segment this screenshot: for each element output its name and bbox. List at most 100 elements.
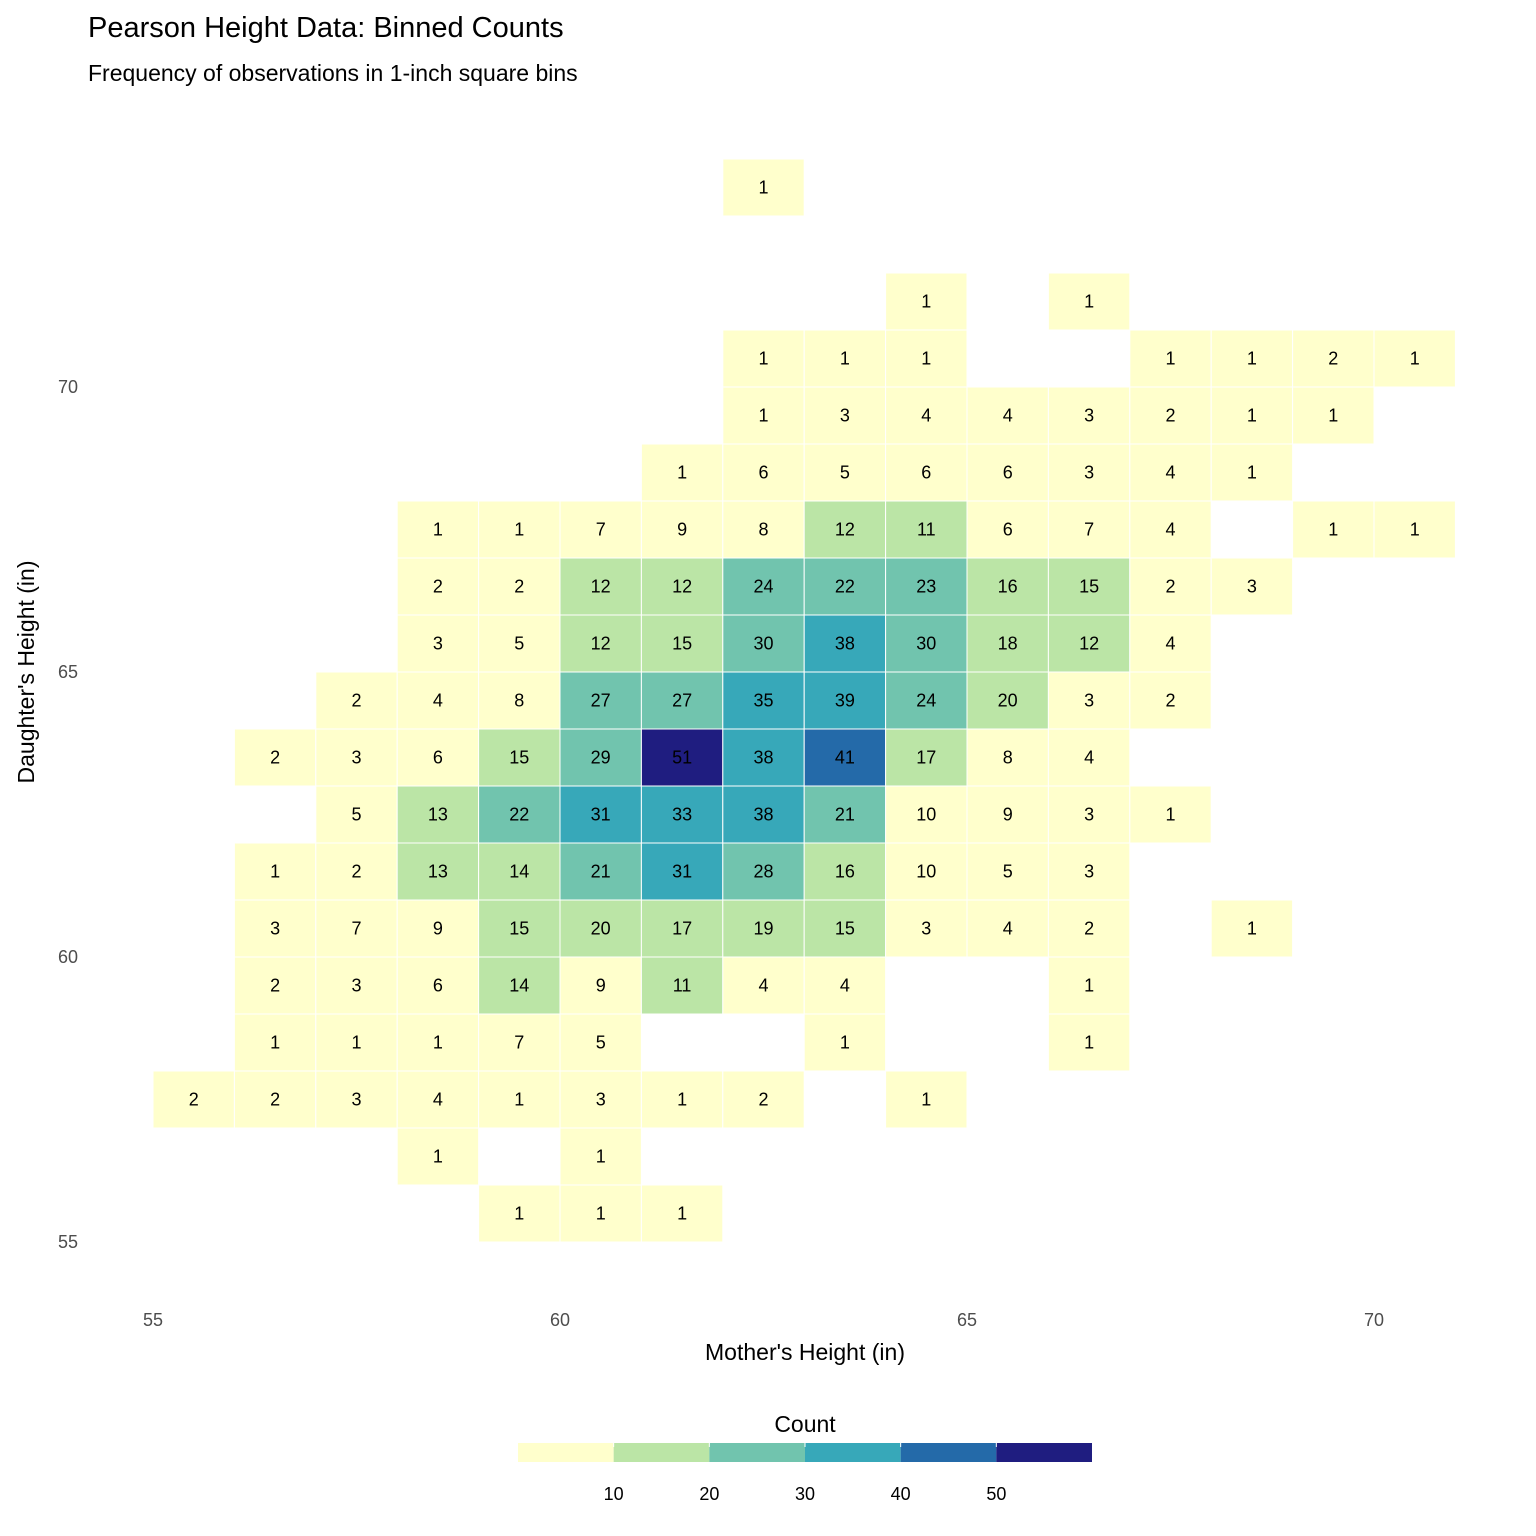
cell-count-label: 2 [758, 1090, 768, 1110]
y-axis-label: Daughter's Height (in) [13, 561, 39, 784]
cell-count-label: 1 [1084, 976, 1094, 996]
heatmap-cell [885, 1070, 968, 1129]
cell-count-label: 9 [1003, 805, 1013, 825]
cell-count-label: 3 [921, 919, 931, 939]
cell-count-label: 16 [835, 862, 855, 882]
heatmap-cell [478, 614, 561, 673]
cell-count-label: 1 [921, 1090, 931, 1110]
chart-subtitle: Frequency of observations in 1-inch squa… [88, 60, 578, 86]
heatmap-cell [722, 386, 805, 445]
cell-count-label: 15 [672, 634, 692, 654]
heatmap-cell [1129, 785, 1212, 844]
cell-count-label: 6 [433, 748, 443, 768]
cell-count-label: 1 [1084, 1033, 1094, 1053]
heatmap-cell [640, 1070, 724, 1129]
cell-count-label: 2 [270, 976, 280, 996]
heatmap-cell [1047, 956, 1131, 1015]
heatmap-cell [885, 557, 968, 616]
heatmap-cell [966, 614, 1049, 673]
cell-count-label: 5 [596, 1033, 606, 1053]
cell-count-label: 22 [509, 805, 529, 825]
heatmap-cell [478, 557, 561, 616]
cell-count-label: 27 [591, 691, 611, 711]
heatmap-cell [396, 500, 480, 559]
cell-count-label: 1 [351, 1033, 361, 1053]
x-tick-label: 70 [1364, 1310, 1384, 1330]
cell-count-label: 4 [1003, 919, 1013, 939]
heatmap-cell [1129, 614, 1212, 673]
color-legend: 10 20 30 40 50 [518, 1443, 1092, 1504]
cell-count-label: 1 [1410, 349, 1420, 369]
heatmap-cell [478, 785, 561, 844]
cell-count-label: 23 [916, 577, 936, 597]
heatmap-cell [640, 671, 724, 730]
cell-count-label: 5 [840, 463, 850, 483]
cell-count-label: 22 [835, 577, 855, 597]
heatmap-cell [966, 443, 1049, 502]
cell-count-label: 15 [509, 919, 529, 939]
cell-count-label: 1 [514, 1090, 524, 1110]
heatmap-cell [396, 899, 480, 958]
heatmap-cells: 11 11 1 1 1 1 2 11 3 4 4 3 2 1 11 6 5 6 6 3 4 11 1 7 9 8 12 11 6 7 4 1 1… [152, 158, 1456, 1243]
heatmap-cell [803, 956, 887, 1015]
cell-count-label: 51 [672, 748, 692, 768]
cell-count-label: 3 [351, 976, 361, 996]
heatmap-cell [478, 1070, 561, 1129]
cell-count-label: 5 [1003, 862, 1013, 882]
cell-count-label: 1 [433, 520, 443, 540]
cell-count-label: 1 [270, 1033, 280, 1053]
legend-color-swatch [709, 1443, 805, 1462]
heatmap-cell [1292, 386, 1375, 445]
heatmap-cell [803, 500, 887, 559]
x-axis-label: Mother's Height (in) [705, 1339, 905, 1365]
heatmap-cell [640, 614, 724, 673]
cell-count-label: 18 [998, 634, 1018, 654]
cell-count-label: 1 [677, 1204, 687, 1224]
y-tick-label: 60 [58, 947, 78, 967]
heatmap-cell [1210, 386, 1294, 445]
cell-count-label: 4 [433, 691, 443, 711]
heatmap-cell [233, 1070, 317, 1129]
legend-color-swatch [805, 1443, 901, 1462]
cell-count-label: 38 [753, 748, 773, 768]
x-tick-label: 55 [143, 1310, 163, 1330]
heatmap-cell [478, 1184, 561, 1243]
cell-count-label: 1 [758, 349, 768, 369]
legend-color-swatch [518, 1443, 614, 1462]
cell-count-label: 4 [1165, 520, 1175, 540]
cell-count-label: 41 [835, 748, 855, 768]
cell-count-label: 1 [677, 463, 687, 483]
heatmap-cell [803, 785, 887, 844]
cell-count-label: 6 [758, 463, 768, 483]
heatmap-cell [315, 671, 398, 730]
heatmap-cell [966, 386, 1049, 445]
cell-count-label: 1 [596, 1147, 606, 1167]
cell-count-label: 1 [677, 1090, 687, 1110]
cell-count-label: 15 [509, 748, 529, 768]
heatmap-cell [233, 1013, 317, 1072]
heatmap-cell [640, 728, 724, 787]
cell-count-label: 4 [1165, 463, 1175, 483]
cell-count-label: 4 [433, 1090, 443, 1110]
y-axis-ticks: 55 60 65 70 [58, 377, 78, 1252]
cell-count-label: 27 [672, 691, 692, 711]
cell-count-label: 24 [753, 577, 773, 597]
cell-count-label: 17 [672, 919, 692, 939]
heatmap-cell [478, 671, 561, 730]
cell-count-label: 15 [835, 919, 855, 939]
cell-count-label: 3 [1247, 577, 1257, 597]
heatmap-cell [722, 614, 805, 673]
cell-count-label: 16 [998, 577, 1018, 597]
heatmap-cell [803, 386, 887, 445]
heatmap-cell [803, 1013, 887, 1072]
cell-count-label: 12 [591, 634, 611, 654]
cell-count-label: 1 [596, 1204, 606, 1224]
heatmap-cell [1047, 728, 1131, 787]
heatmap-cell [559, 1013, 642, 1072]
cell-count-label: 14 [509, 976, 529, 996]
cell-count-label: 1 [758, 406, 768, 426]
heatmap-cell [152, 1070, 235, 1129]
cell-count-label: 3 [433, 634, 443, 654]
